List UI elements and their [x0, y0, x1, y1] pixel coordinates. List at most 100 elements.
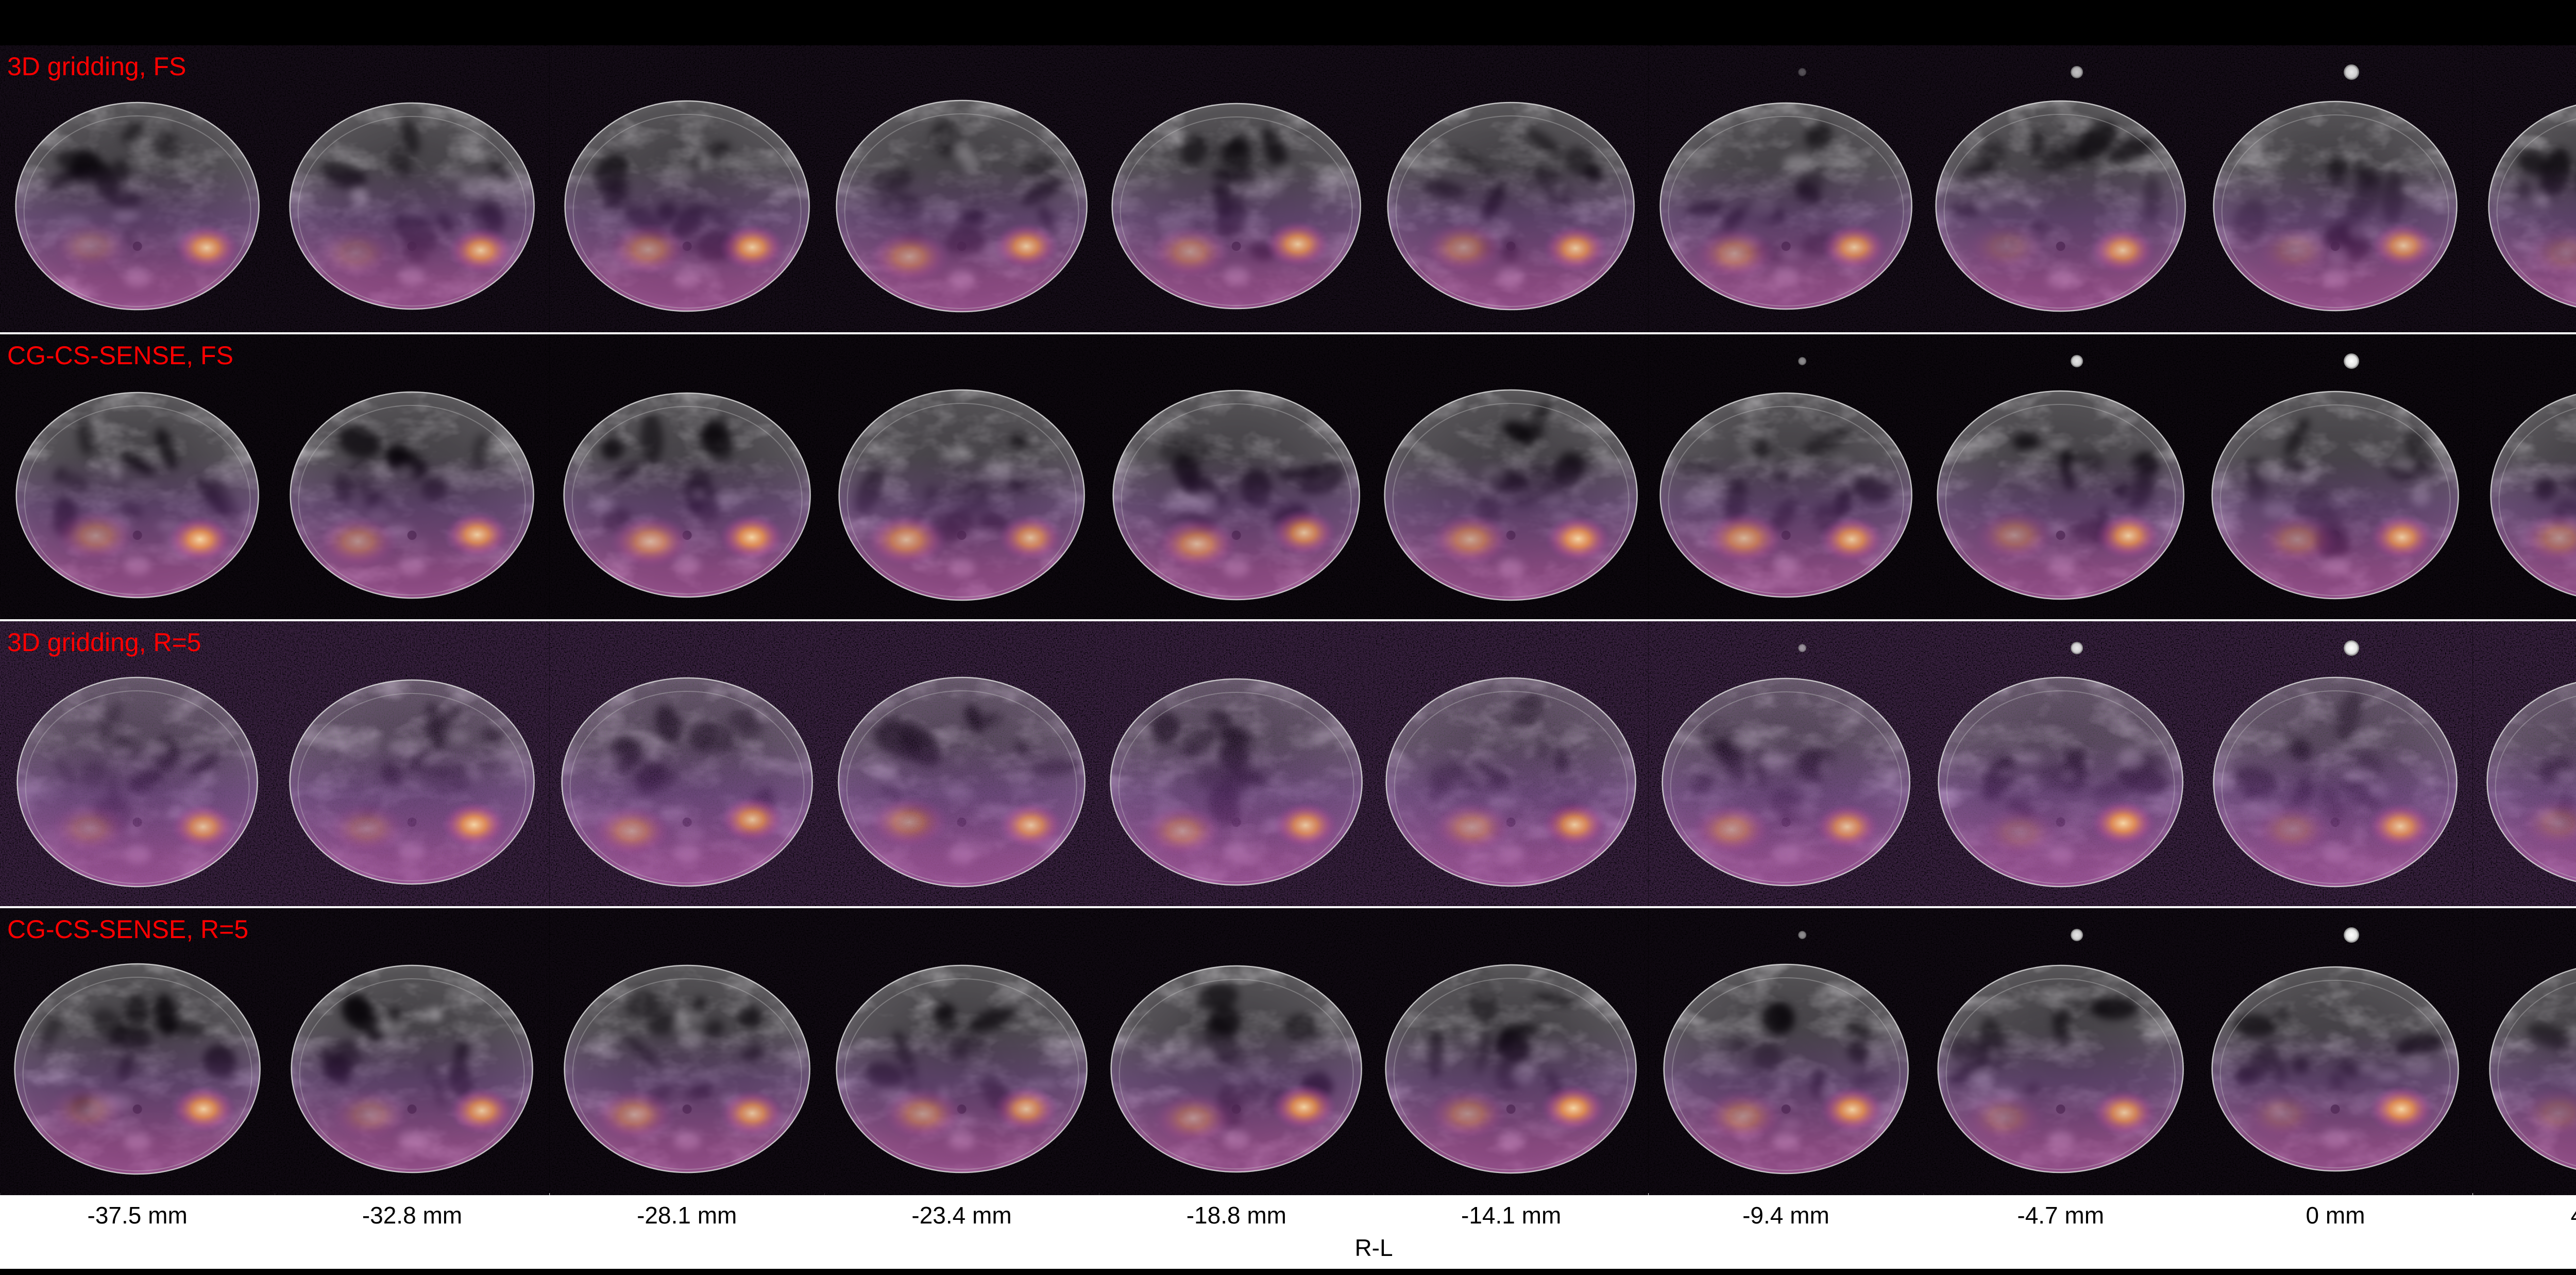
- slice-cell: [549, 334, 824, 621]
- slice-cell: [2472, 334, 2576, 621]
- fiducial-marker-dot: [1798, 68, 1806, 76]
- row-label: 3D gridding, FS: [7, 54, 186, 79]
- axis-label: R-L: [0, 1234, 2576, 1262]
- slice-position-label: -4.7 mm: [1923, 1202, 2198, 1229]
- mri-slice: [549, 45, 824, 332]
- mri-slice: [275, 334, 550, 621]
- slice-cell: [1374, 621, 1649, 908]
- mri-slice: [1374, 621, 1649, 908]
- mri-slice: [1648, 621, 1923, 908]
- slice-cell: [824, 334, 1099, 621]
- mri-slice: [275, 621, 550, 908]
- rows-container: 3D gridding, FS CG-CS-SENSE, FS 3D griddin…: [0, 45, 2576, 1195]
- slice-cell: [549, 45, 824, 332]
- slice-cell: [549, 621, 824, 908]
- mri-slice: [2198, 908, 2473, 1195]
- mri-slice: [2472, 908, 2576, 1195]
- slice-position-label: 0 mm: [2198, 1202, 2472, 1229]
- mri-slice: [2198, 621, 2473, 908]
- slice-cell: [1923, 334, 2198, 621]
- slice-cell: [275, 334, 550, 621]
- fiducial-marker-dot: [1798, 357, 1806, 365]
- slice-cell: [549, 908, 824, 1195]
- mri-slice: [1648, 45, 1923, 332]
- slice-cell: [824, 621, 1099, 908]
- mri-slice: [0, 45, 275, 332]
- fiducial-marker-dot: [2344, 353, 2360, 369]
- slice-cell: [1099, 621, 1374, 908]
- mri-slice: [1923, 45, 2198, 332]
- mri-slice: [2472, 621, 2576, 908]
- mri-slice: [2198, 45, 2473, 332]
- slice-cell: [824, 45, 1099, 332]
- slice-cell: [0, 908, 275, 1195]
- mri-slice: [1374, 908, 1649, 1195]
- mri-slice: [824, 621, 1099, 908]
- slice-position-labels: -37.5 mm -32.8 mm -28.1 mm -23.4 mm -18.8 mm…: [0, 1202, 2576, 1229]
- slice-cell: [1923, 621, 2198, 908]
- mri-slice: [1923, 334, 2198, 621]
- mri-slice: [824, 334, 1099, 621]
- slice-position-label: -14.1 mm: [1374, 1202, 1648, 1229]
- row-label: CG-CS-SENSE, R=5: [7, 916, 248, 942]
- slice-strip: [0, 45, 2576, 332]
- fiducial-marker-dot: [2344, 64, 2360, 80]
- slice-cell: [1099, 334, 1374, 621]
- row-panel: CG-CS-SENSE, FS: [0, 332, 2576, 621]
- mri-slice: [0, 621, 275, 908]
- slice-cell: [1374, 334, 1649, 621]
- mri-slice: [824, 908, 1099, 1195]
- slice-cell: [275, 45, 550, 332]
- slice-cell: [2198, 621, 2473, 908]
- mri-slice: [1923, 621, 2198, 908]
- fiducial-marker-dot: [1798, 931, 1806, 939]
- fiducial-marker-dot: [2071, 355, 2083, 367]
- slice-position-label: -32.8 mm: [275, 1202, 549, 1229]
- slice-strip: [0, 621, 2576, 908]
- slice-cell: [1923, 908, 2198, 1195]
- slice-cell: [1648, 45, 1923, 332]
- slice-cell: [1374, 45, 1649, 332]
- slice-cell: [2472, 45, 2576, 332]
- slice-position-label: -37.5 mm: [0, 1202, 275, 1229]
- fiducial-marker-dot: [2071, 642, 2083, 654]
- mri-slice: [0, 334, 275, 621]
- mri-slice: [1099, 45, 1374, 332]
- fiducial-marker-dot: [2071, 929, 2083, 941]
- mri-slice: [1374, 45, 1649, 332]
- row-label: 3D gridding, R=5: [7, 630, 201, 655]
- slice-cell: [275, 908, 550, 1195]
- slice-cell: [275, 621, 550, 908]
- mri-slice: [0, 908, 275, 1195]
- fiducial-marker-dot: [1798, 644, 1806, 652]
- slice-cell: [2198, 908, 2473, 1195]
- mri-slice: [824, 45, 1099, 332]
- mri-slice: [549, 334, 824, 621]
- mri-slice: [2198, 334, 2473, 621]
- slice-cell: [1648, 334, 1923, 621]
- slice-cell: [0, 334, 275, 621]
- mri-slice: [1099, 621, 1374, 908]
- fiducial-marker-dot: [2344, 640, 2360, 656]
- slice-cell: [0, 45, 275, 332]
- row-label: CG-CS-SENSE, FS: [7, 343, 233, 368]
- slice-position-label: -9.4 mm: [1649, 1202, 1923, 1229]
- slice-cell: [1099, 908, 1374, 1195]
- slice-cell: [1648, 621, 1923, 908]
- mri-slice: [2472, 334, 2576, 621]
- mri-slice: [549, 908, 824, 1195]
- fiducial-marker-dot: [2344, 927, 2360, 943]
- mri-slice: [1374, 334, 1649, 621]
- slice-cell: [1923, 45, 2198, 332]
- row-panel: 3D gridding, FS: [0, 45, 2576, 332]
- row-panel: CG-CS-SENSE, R=5: [0, 906, 2576, 1195]
- row-panel: 3D gridding, R=5: [0, 619, 2576, 908]
- axis-footer: -37.5 mm -32.8 mm -28.1 mm -23.4 mm -18.8 mm…: [0, 1193, 2576, 1269]
- mri-slice: [549, 621, 824, 908]
- slice-cell: [1099, 45, 1374, 332]
- slice-cell: [1374, 908, 1649, 1195]
- slice-cell: [2198, 45, 2473, 332]
- mri-slice: [1648, 908, 1923, 1195]
- mri-slice: [275, 908, 550, 1195]
